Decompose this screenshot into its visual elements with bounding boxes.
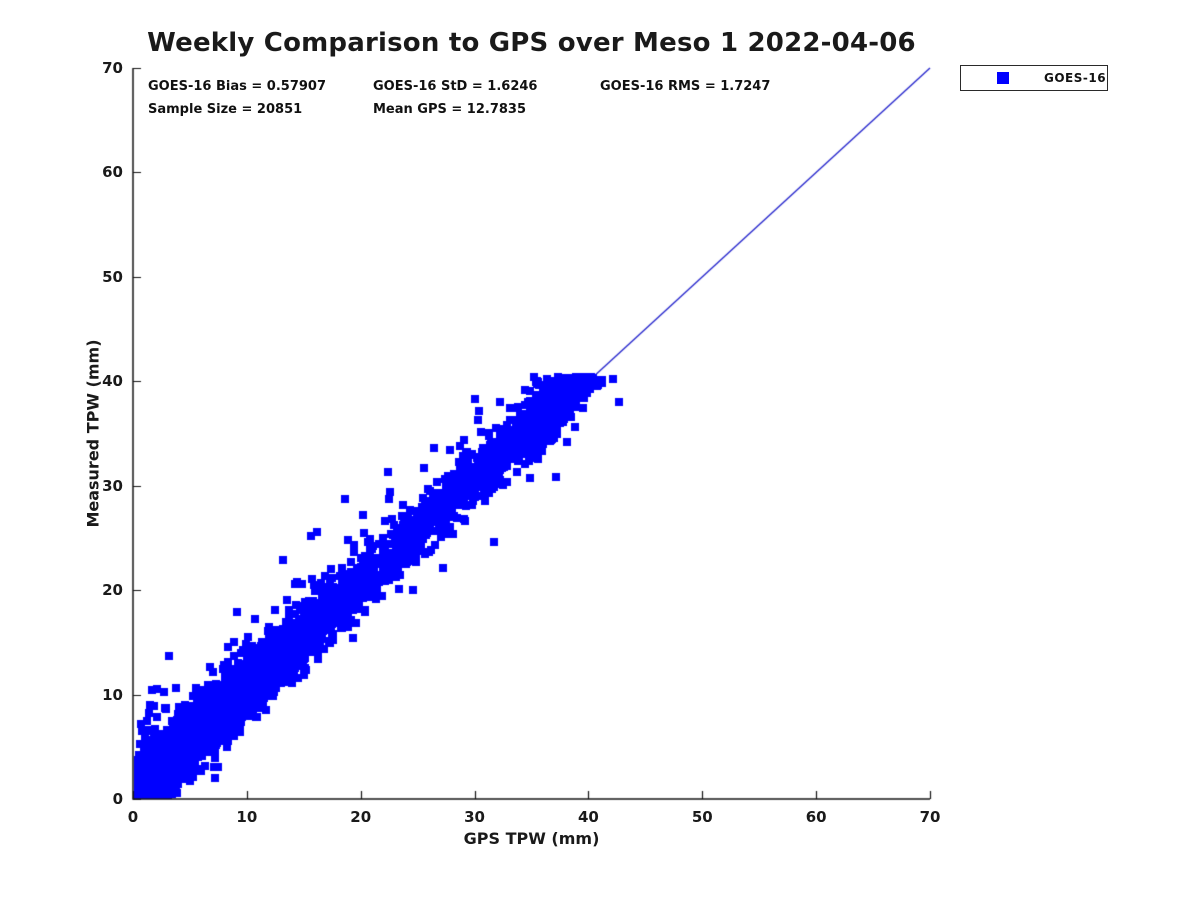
y-tick-label: 20: [102, 581, 123, 600]
y-tick-label: 70: [102, 59, 123, 77]
x-tick-label: 0: [127, 808, 139, 826]
legend-box: GOES-16: [960, 65, 1108, 91]
stat-mean-gps: Mean GPS = 12.7835: [373, 102, 527, 117]
y-tick-label: 0: [112, 790, 123, 808]
y-tick-label: 40: [102, 372, 123, 391]
x-tick-label: 30: [464, 808, 485, 826]
x-tick-label: 70: [919, 808, 941, 826]
y-tick-label: 60: [102, 163, 123, 182]
x-tick-label: 50: [691, 808, 713, 826]
x-tick-label: 20: [350, 808, 372, 826]
legend-square-marker-icon: [997, 72, 1009, 84]
stat-std: GOES-16 StD = 1.6246: [373, 79, 538, 94]
stat-sample-size: Sample Size = 20851: [148, 102, 303, 117]
y-tick-label: 10: [102, 685, 123, 704]
legend-label: GOES-16: [1044, 71, 1107, 85]
stat-rms: GOES-16 RMS = 1.7247: [600, 79, 771, 94]
x-tick-label: 40: [577, 808, 599, 826]
x-tick-label: 10: [236, 808, 258, 826]
chart-title: Weekly Comparison to GPS over Meso 1 202…: [147, 28, 916, 58]
y-tick-label: 50: [102, 267, 123, 286]
x-tick-label: 60: [805, 808, 827, 826]
stat-bias: GOES-16 Bias = 0.57907: [148, 79, 327, 94]
x-axis-label: GPS TPW (mm): [463, 829, 600, 848]
y-tick-label: 30: [102, 476, 123, 495]
